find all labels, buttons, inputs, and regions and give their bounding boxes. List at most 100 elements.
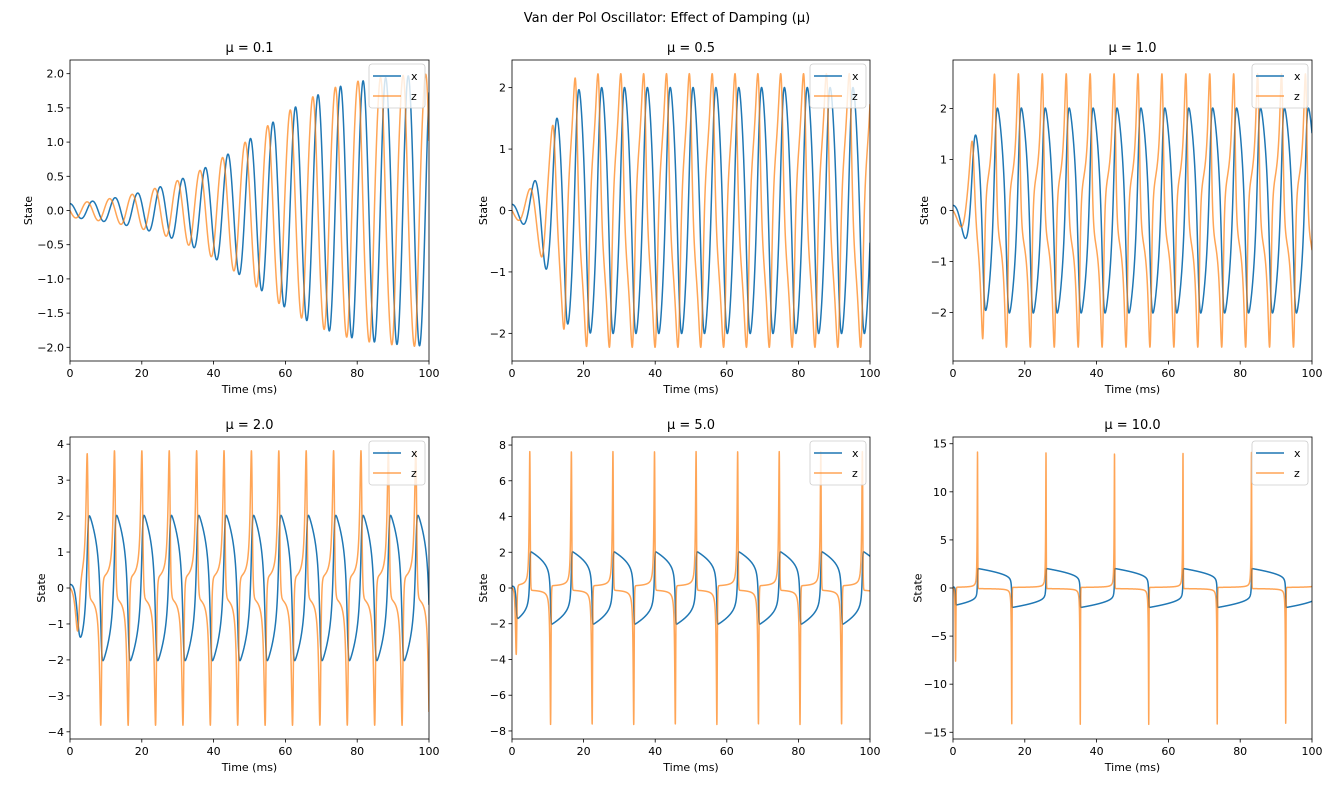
series-line-z [70,450,429,726]
y-tick-label: 2 [499,546,506,559]
x-tick-label: 40 [207,745,221,758]
legend-label-x: x [411,70,418,83]
x-axis-label: Time (ms) [662,761,718,774]
x-tick-label: 20 [577,367,591,380]
x-tick-label: 0 [950,367,957,380]
x-axis-label: Time (ms) [221,761,277,774]
legend: xz [809,63,867,109]
axes-grid: 0 20 40 60 80 100−2.0−1.5−1.0−0.50.00.51.01.5… [22,41,1323,774]
y-tick-label: 1.0 [47,136,65,149]
y-tick-label: 0 [940,205,947,218]
y-tick-label: 10 [933,486,947,499]
y-tick-label: 0.0 [47,205,65,218]
legend-box [809,63,867,109]
x-tick-label: 20 [135,745,149,758]
y-tick-label: 1 [57,546,64,559]
legend-box [1251,440,1309,486]
y-tick-label: −1 [931,256,947,269]
subplot-4: 0 20 40 60 80 100 −4 −3 −2 −1 0 1 2 3 4 μ = 2.0 Time (ms… [35,418,440,774]
x-axis-label: Time (ms) [662,383,718,396]
legend: xz [809,440,867,486]
x-tick-label: 60 [278,367,292,380]
y-tick-label: −4 [490,653,506,666]
x-tick-label: 100 [860,367,881,380]
x-axis-label: Time (ms) [1104,383,1160,396]
y-axis-label: State [912,573,925,602]
series-line-z [70,73,429,347]
x-tick-label: 0 [950,745,957,758]
y-tick-label: 2 [57,510,64,523]
x-tick-label: 40 [648,367,662,380]
legend-box [368,440,426,486]
legend-label-x: x [1294,447,1301,460]
y-axis-label: State [35,573,48,602]
x-tick-label: 80 [350,367,364,380]
x-tick-label: 0 [67,745,74,758]
x-tick-label: 80 [1233,367,1247,380]
y-tick-label: 0 [57,582,64,595]
x-tick-label: 60 [1161,367,1175,380]
y-tick-label: 2 [940,102,947,115]
y-axis-label: State [918,196,931,225]
subplot-title: μ = 0.5 [667,41,715,56]
legend-label-z: z [1294,90,1300,103]
y-tick-label: −2 [931,307,947,320]
legend-label-x: x [411,447,418,460]
x-tick-label: 40 [207,367,221,380]
x-tick-label: 60 [720,745,734,758]
y-tick-label: 15 [933,438,947,451]
x-tick-label: 100 [1302,367,1323,380]
x-tick-label: 80 [350,745,364,758]
x-tick-label: 80 [791,367,805,380]
y-tick-label: −1 [48,618,64,631]
legend-label-z: z [411,90,417,103]
y-tick-label: 2.0 [47,68,65,81]
subplot-5: 0 20 40 60 80 100 −8 −6 −4 −2 0 2 4 6 8 μ = 5.0 Time (ms… [477,418,881,774]
subplot-3: 0 20 40 60 80 100 −2 −1 0 1 2 μ = 1.0 Time (ms) State… [918,41,1323,396]
series-line-z [512,72,870,349]
legend-label-x: x [852,447,859,460]
y-axis-label: State [22,196,35,225]
subplot-2: 0 20 40 60 80 100 −2 −1 0 1 2 μ = 0.5 Time (ms) State… [477,41,881,396]
x-tick-label: 60 [278,745,292,758]
x-tick-label: 60 [720,367,734,380]
y-tick-label: −15 [924,726,947,739]
series-line-z [953,73,1312,348]
y-tick-label: −10 [924,678,947,691]
legend: xz [1251,440,1309,486]
y-tick-label: 4 [499,511,506,524]
y-tick-label: −1.0 [37,273,64,286]
y-tick-label: −0.5 [37,239,64,252]
y-tick-label: 2 [499,82,506,95]
legend-box [809,440,867,486]
x-axis-label: Time (ms) [1104,761,1160,774]
x-tick-label: 20 [1018,745,1032,758]
y-tick-label: −2 [490,327,506,340]
legend-label-z: z [1294,467,1300,480]
legend-label-x: x [852,70,859,83]
y-tick-label: −4 [48,726,64,739]
legend-label-z: z [852,90,858,103]
y-tick-label: −6 [490,689,506,702]
x-tick-label: 40 [1090,745,1104,758]
x-tick-label: 20 [135,367,149,380]
legend-box [1251,63,1309,109]
x-tick-label: 20 [1018,367,1032,380]
subplot-title: μ = 10.0 [1104,418,1160,433]
subplot-title: μ = 0.1 [225,41,273,56]
legend: xz [368,440,426,486]
y-tick-label: −5 [931,630,947,643]
x-tick-label: 20 [577,745,591,758]
y-tick-label: −2 [48,654,64,667]
legend: xz [368,63,426,109]
subplot-title: μ = 1.0 [1108,41,1156,56]
y-tick-label: 1 [940,153,947,166]
series-line-z [953,451,1312,726]
subplot-6: 0 20 40 60 80 100 −15 −10 −5 0 5 10 15 μ = 10.0 Time (… [912,418,1323,774]
y-tick-label: 0 [499,582,506,595]
y-tick-label: 0 [499,205,506,218]
y-tick-label: 5 [940,534,947,547]
y-tick-label: 0 [940,582,947,595]
x-axis-label: Time (ms) [221,383,277,396]
